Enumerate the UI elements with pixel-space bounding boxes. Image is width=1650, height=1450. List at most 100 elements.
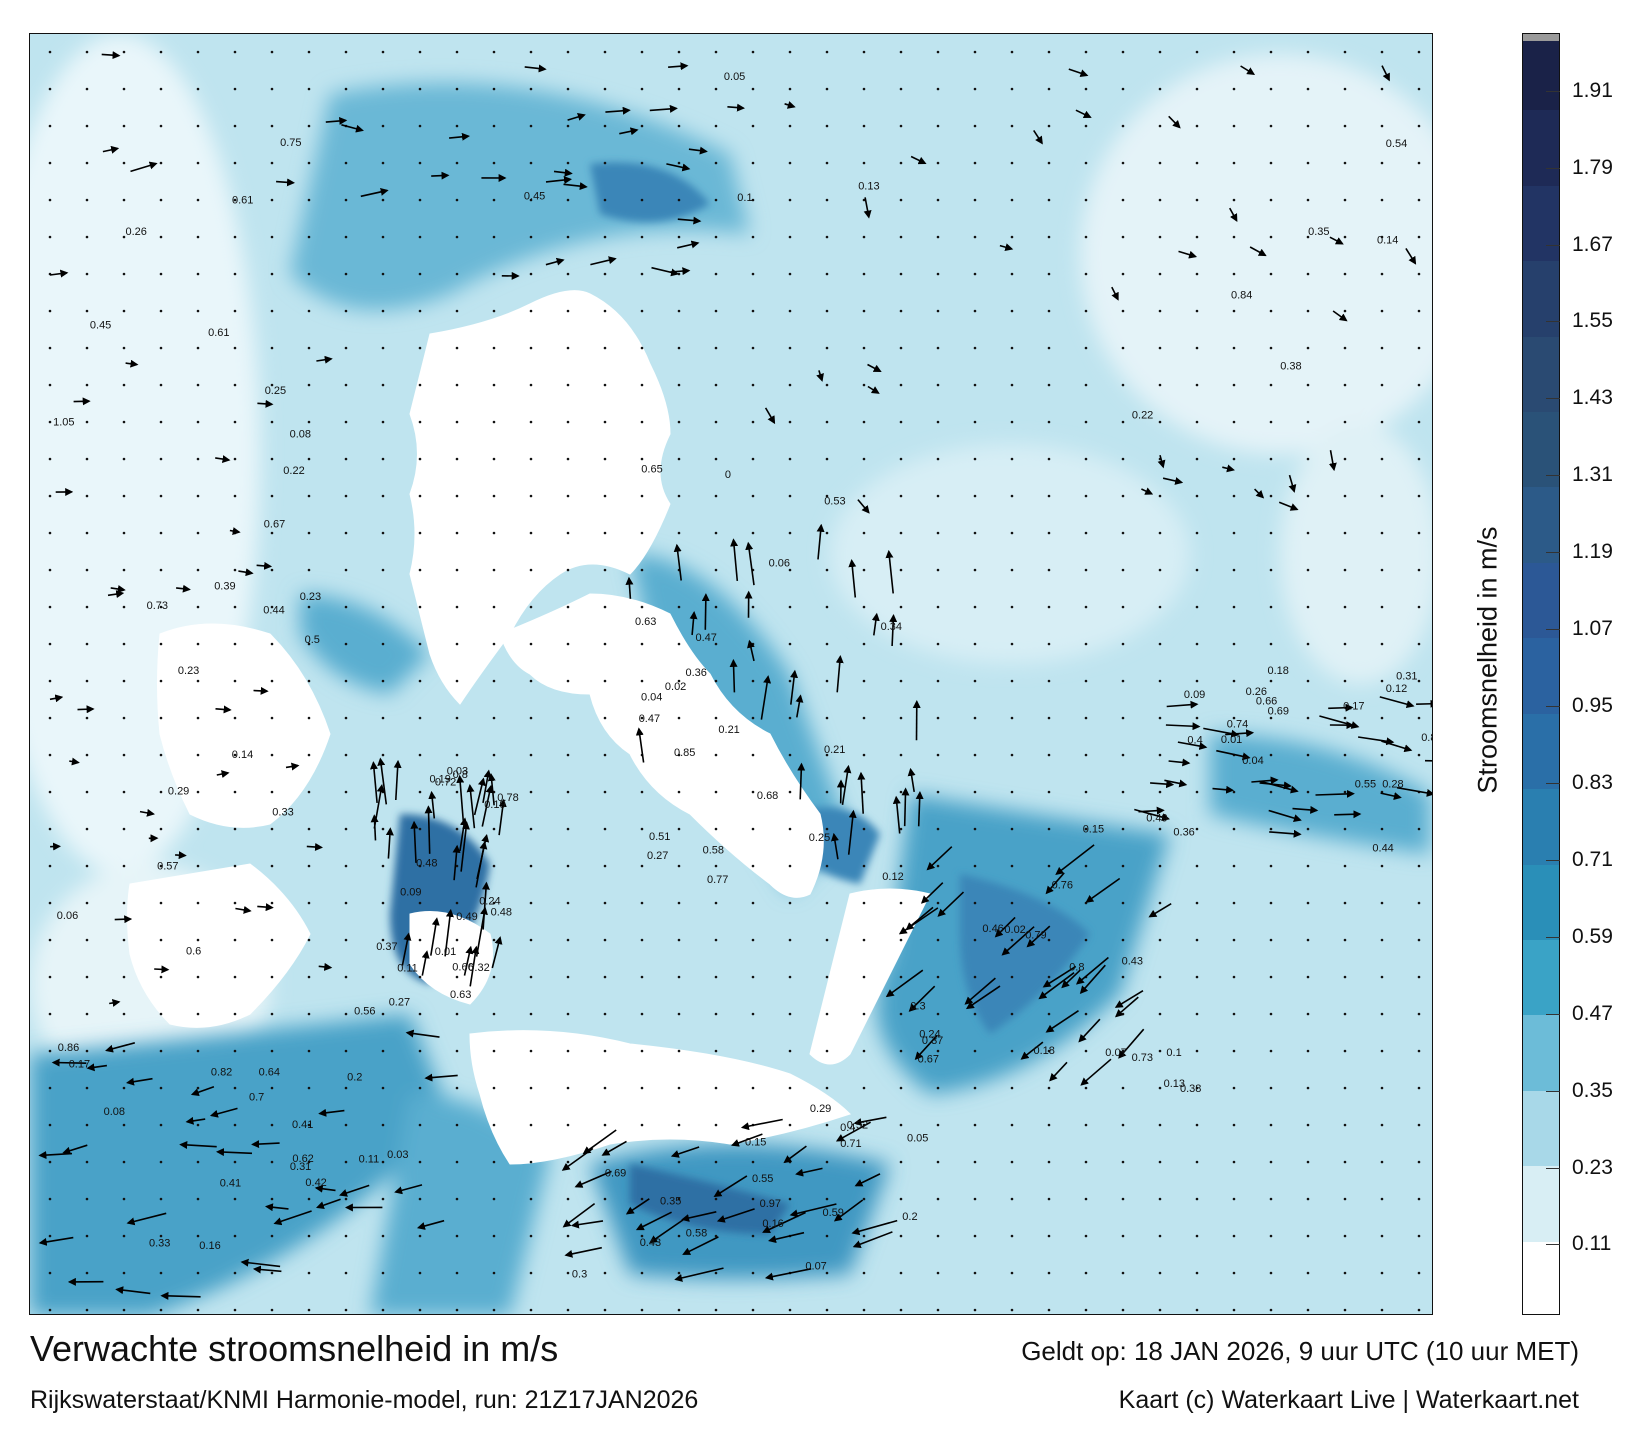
grid-dot [85, 864, 89, 868]
grid-dot [714, 87, 718, 91]
grid-dot [48, 790, 52, 794]
grid-dot [788, 457, 792, 461]
grid-dot [1417, 827, 1421, 831]
colorbar-tick-mark [1546, 552, 1560, 554]
grid-dot [1047, 938, 1051, 942]
grid-dot [1195, 531, 1199, 535]
grid-dot [307, 1308, 311, 1312]
grid-dot [825, 124, 829, 128]
grid-dot [936, 531, 940, 535]
grid-dot [714, 383, 718, 387]
current-arrow [1033, 129, 1043, 145]
grid-dot [381, 1049, 385, 1053]
grid-dot [640, 420, 644, 424]
grid-dot [1232, 161, 1236, 165]
grid-dot [1158, 1160, 1162, 1164]
grid-dot [640, 864, 644, 868]
speed-value-label: 0.35 [660, 1196, 681, 1208]
grid-dot [1269, 716, 1273, 720]
current-arrow [1168, 115, 1181, 129]
grid-dot [196, 753, 200, 757]
current-arrow [701, 593, 710, 630]
grid-dot [1195, 1197, 1199, 1201]
grid-dot [899, 346, 903, 350]
grid-dot [936, 790, 940, 794]
grid-dot [825, 346, 829, 350]
grid-dot [1084, 938, 1088, 942]
colorbar-segment [1523, 260, 1559, 337]
grid-dot [270, 716, 274, 720]
grid-dot [862, 1308, 866, 1312]
grid-dot [159, 272, 163, 276]
grid-dot [1343, 605, 1347, 609]
grid-dot [1417, 272, 1421, 276]
grid-dot [1380, 1234, 1384, 1238]
grid-dot [936, 605, 940, 609]
grid-dot [825, 531, 829, 535]
grid-dot [85, 1160, 89, 1164]
grid-dot [196, 87, 200, 91]
grid-dot [973, 124, 977, 128]
grid-dot [270, 1234, 274, 1238]
grid-dot [1121, 901, 1125, 905]
grid-dot [529, 1012, 533, 1016]
grid-dot [196, 864, 200, 868]
grid-dot [862, 864, 866, 868]
current-arrow [431, 171, 450, 180]
grid-dot [455, 1234, 459, 1238]
grid-dot [1343, 531, 1347, 535]
grid-dot [640, 679, 644, 683]
speed-value-label: 0.3 [572, 1269, 587, 1281]
current-arrow [1055, 844, 1095, 875]
grid-dot [1306, 124, 1310, 128]
speed-value-label: 0.3 [910, 1000, 925, 1012]
current-arrow [673, 543, 682, 581]
grid-dot [973, 1234, 977, 1238]
grid-dot [973, 642, 977, 646]
grid-dot [344, 1012, 348, 1016]
current-arrow [713, 1175, 748, 1198]
grid-dot [122, 679, 126, 683]
current-arrow [764, 1268, 812, 1281]
grid-dot [1269, 124, 1273, 128]
grid-dot [862, 1234, 866, 1238]
speed-value-label: 0.43 [640, 1237, 661, 1249]
speed-value-label: 0.31 [1396, 671, 1417, 683]
grid-dot [196, 642, 200, 646]
grid-dot [196, 272, 200, 276]
grid-dot [307, 198, 311, 202]
grid-dot [1380, 716, 1384, 720]
current-arrow [681, 1211, 717, 1222]
grid-dot [1417, 124, 1421, 128]
grid-dot [788, 272, 792, 276]
speed-value-label: 0.11 [397, 963, 418, 975]
grid-dot [196, 827, 200, 831]
current-arrow [115, 1286, 151, 1295]
grid-dot [788, 1197, 792, 1201]
current-arrow [1042, 965, 1077, 988]
grid-dot [48, 198, 52, 202]
grid-dot [1010, 50, 1014, 54]
grid-dot [1195, 1123, 1199, 1127]
colorbar-tick-label: 1.07 [1572, 617, 1613, 641]
grid-dot [48, 1308, 52, 1312]
grid-dot [529, 1123, 533, 1127]
grid-dot [455, 531, 459, 535]
grid-dot [1269, 309, 1273, 313]
grid-dot [1010, 309, 1014, 313]
speed-value-label: 0.04 [1242, 755, 1263, 767]
grid-dot [788, 568, 792, 572]
current-arrow [475, 841, 488, 888]
grid-dot [1084, 494, 1088, 498]
grid-dot [418, 1086, 422, 1090]
current-speed-map[interactable]: 0.25 0.21 0.19 0.15 0.18 0.17 0.16 0.22 0.26 0.27… [29, 33, 1433, 1315]
current-arrow [1259, 781, 1292, 790]
grid-dot [85, 235, 89, 239]
current-arrow [915, 791, 924, 827]
grid-dot [1306, 1160, 1310, 1164]
grid-dot [381, 642, 385, 646]
grid-dot [1121, 642, 1125, 646]
grid-dot [1380, 309, 1384, 313]
grid-dot [85, 494, 89, 498]
grid-dot [1269, 605, 1273, 609]
